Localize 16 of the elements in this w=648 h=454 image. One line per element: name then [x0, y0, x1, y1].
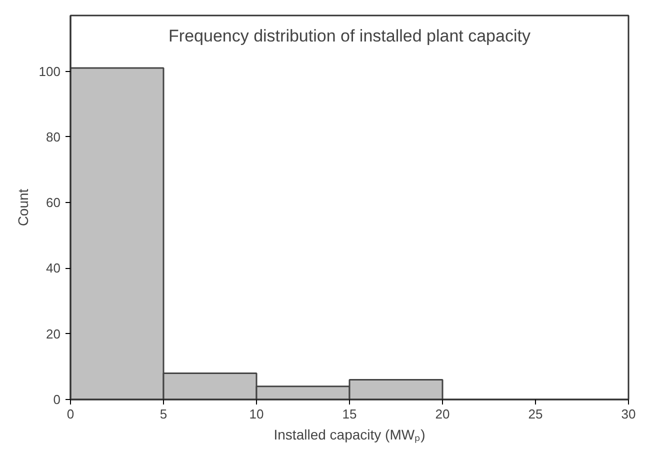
x-tick-label: 5 [160, 406, 168, 422]
y-tick-label: 40 [46, 260, 61, 276]
y-tick-label: 80 [46, 129, 61, 144]
x-tick-label: 20 [435, 406, 450, 422]
x-tick-label: 10 [249, 406, 264, 422]
text: Frequency distribution of installed plant capacity [168, 26, 531, 46]
x-tick-label: 15 [342, 406, 357, 422]
y-tick-label: 0 [53, 392, 61, 407]
x-axis-title: Installed capacity (MWₚ) [274, 426, 426, 444]
y-tick-label: 100 [38, 64, 61, 79]
y-tick-label: 60 [46, 195, 61, 210]
x-tick-label: 25 [528, 406, 543, 422]
y-tick-label: 20 [46, 326, 61, 342]
y-axis-title: Count [14, 188, 31, 226]
x-tick-label: 0 [66, 406, 74, 422]
x-tick-label: 30 [621, 406, 636, 422]
